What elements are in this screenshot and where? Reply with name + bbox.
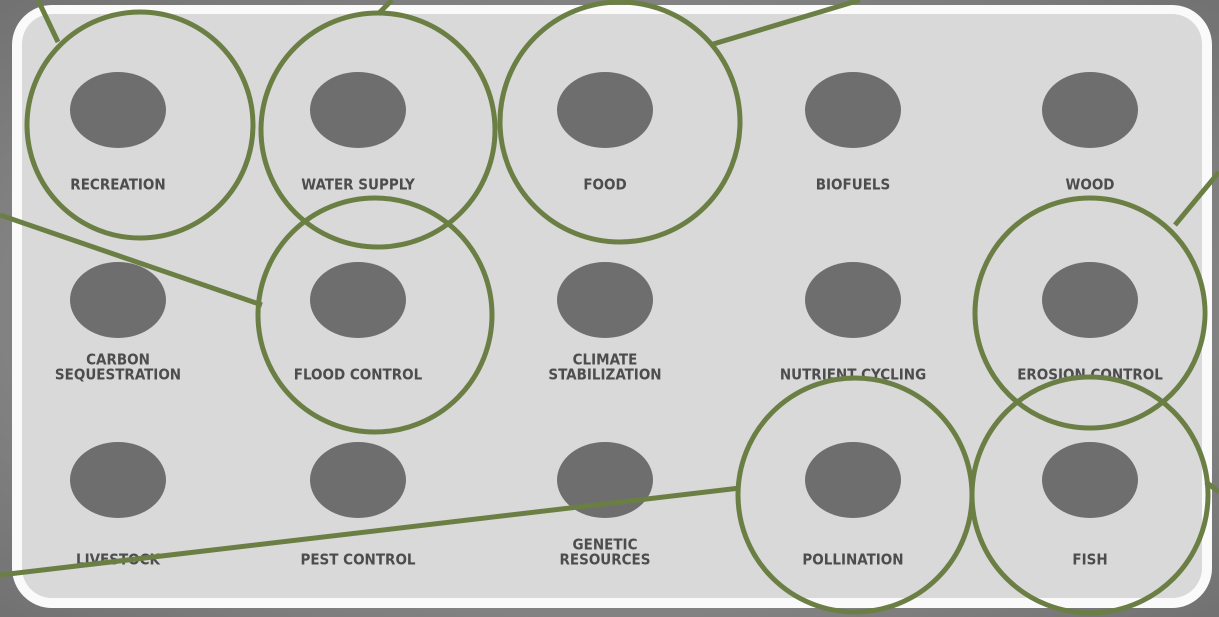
item-label: EROSION CONTROL <box>1017 366 1163 384</box>
item-label: PEST CONTROL <box>300 551 415 569</box>
icon <box>1042 262 1138 338</box>
diagram: RECREATIONWATER SUPPLYFOODBIOFUELSWOODCA… <box>0 0 1219 617</box>
item-label: RECREATION <box>70 176 165 194</box>
icon <box>310 262 406 338</box>
icon <box>1042 72 1138 148</box>
icon <box>557 72 653 148</box>
item-label: FOOD <box>583 176 626 194</box>
item-label: POLLINATION <box>802 551 903 569</box>
item-label: RESOURCES <box>560 551 651 569</box>
icon <box>70 72 166 148</box>
item-label: STABILIZATION <box>548 366 661 384</box>
icon <box>557 262 653 338</box>
item-label: NUTRIENT CYCLING <box>780 366 926 384</box>
icon <box>70 262 166 338</box>
icon <box>70 442 166 518</box>
item-label: FLOOD CONTROL <box>294 366 423 384</box>
icon <box>805 262 901 338</box>
item-label: WOOD <box>1065 176 1114 194</box>
item-label: BIOFUELS <box>816 176 891 194</box>
icon <box>805 442 901 518</box>
item-label: FISH <box>1072 551 1107 569</box>
item-label: WATER SUPPLY <box>301 176 415 194</box>
item-label: SEQUESTRATION <box>55 366 181 384</box>
icon <box>805 72 901 148</box>
icon <box>1042 442 1138 518</box>
icon <box>310 442 406 518</box>
icon <box>310 72 406 148</box>
